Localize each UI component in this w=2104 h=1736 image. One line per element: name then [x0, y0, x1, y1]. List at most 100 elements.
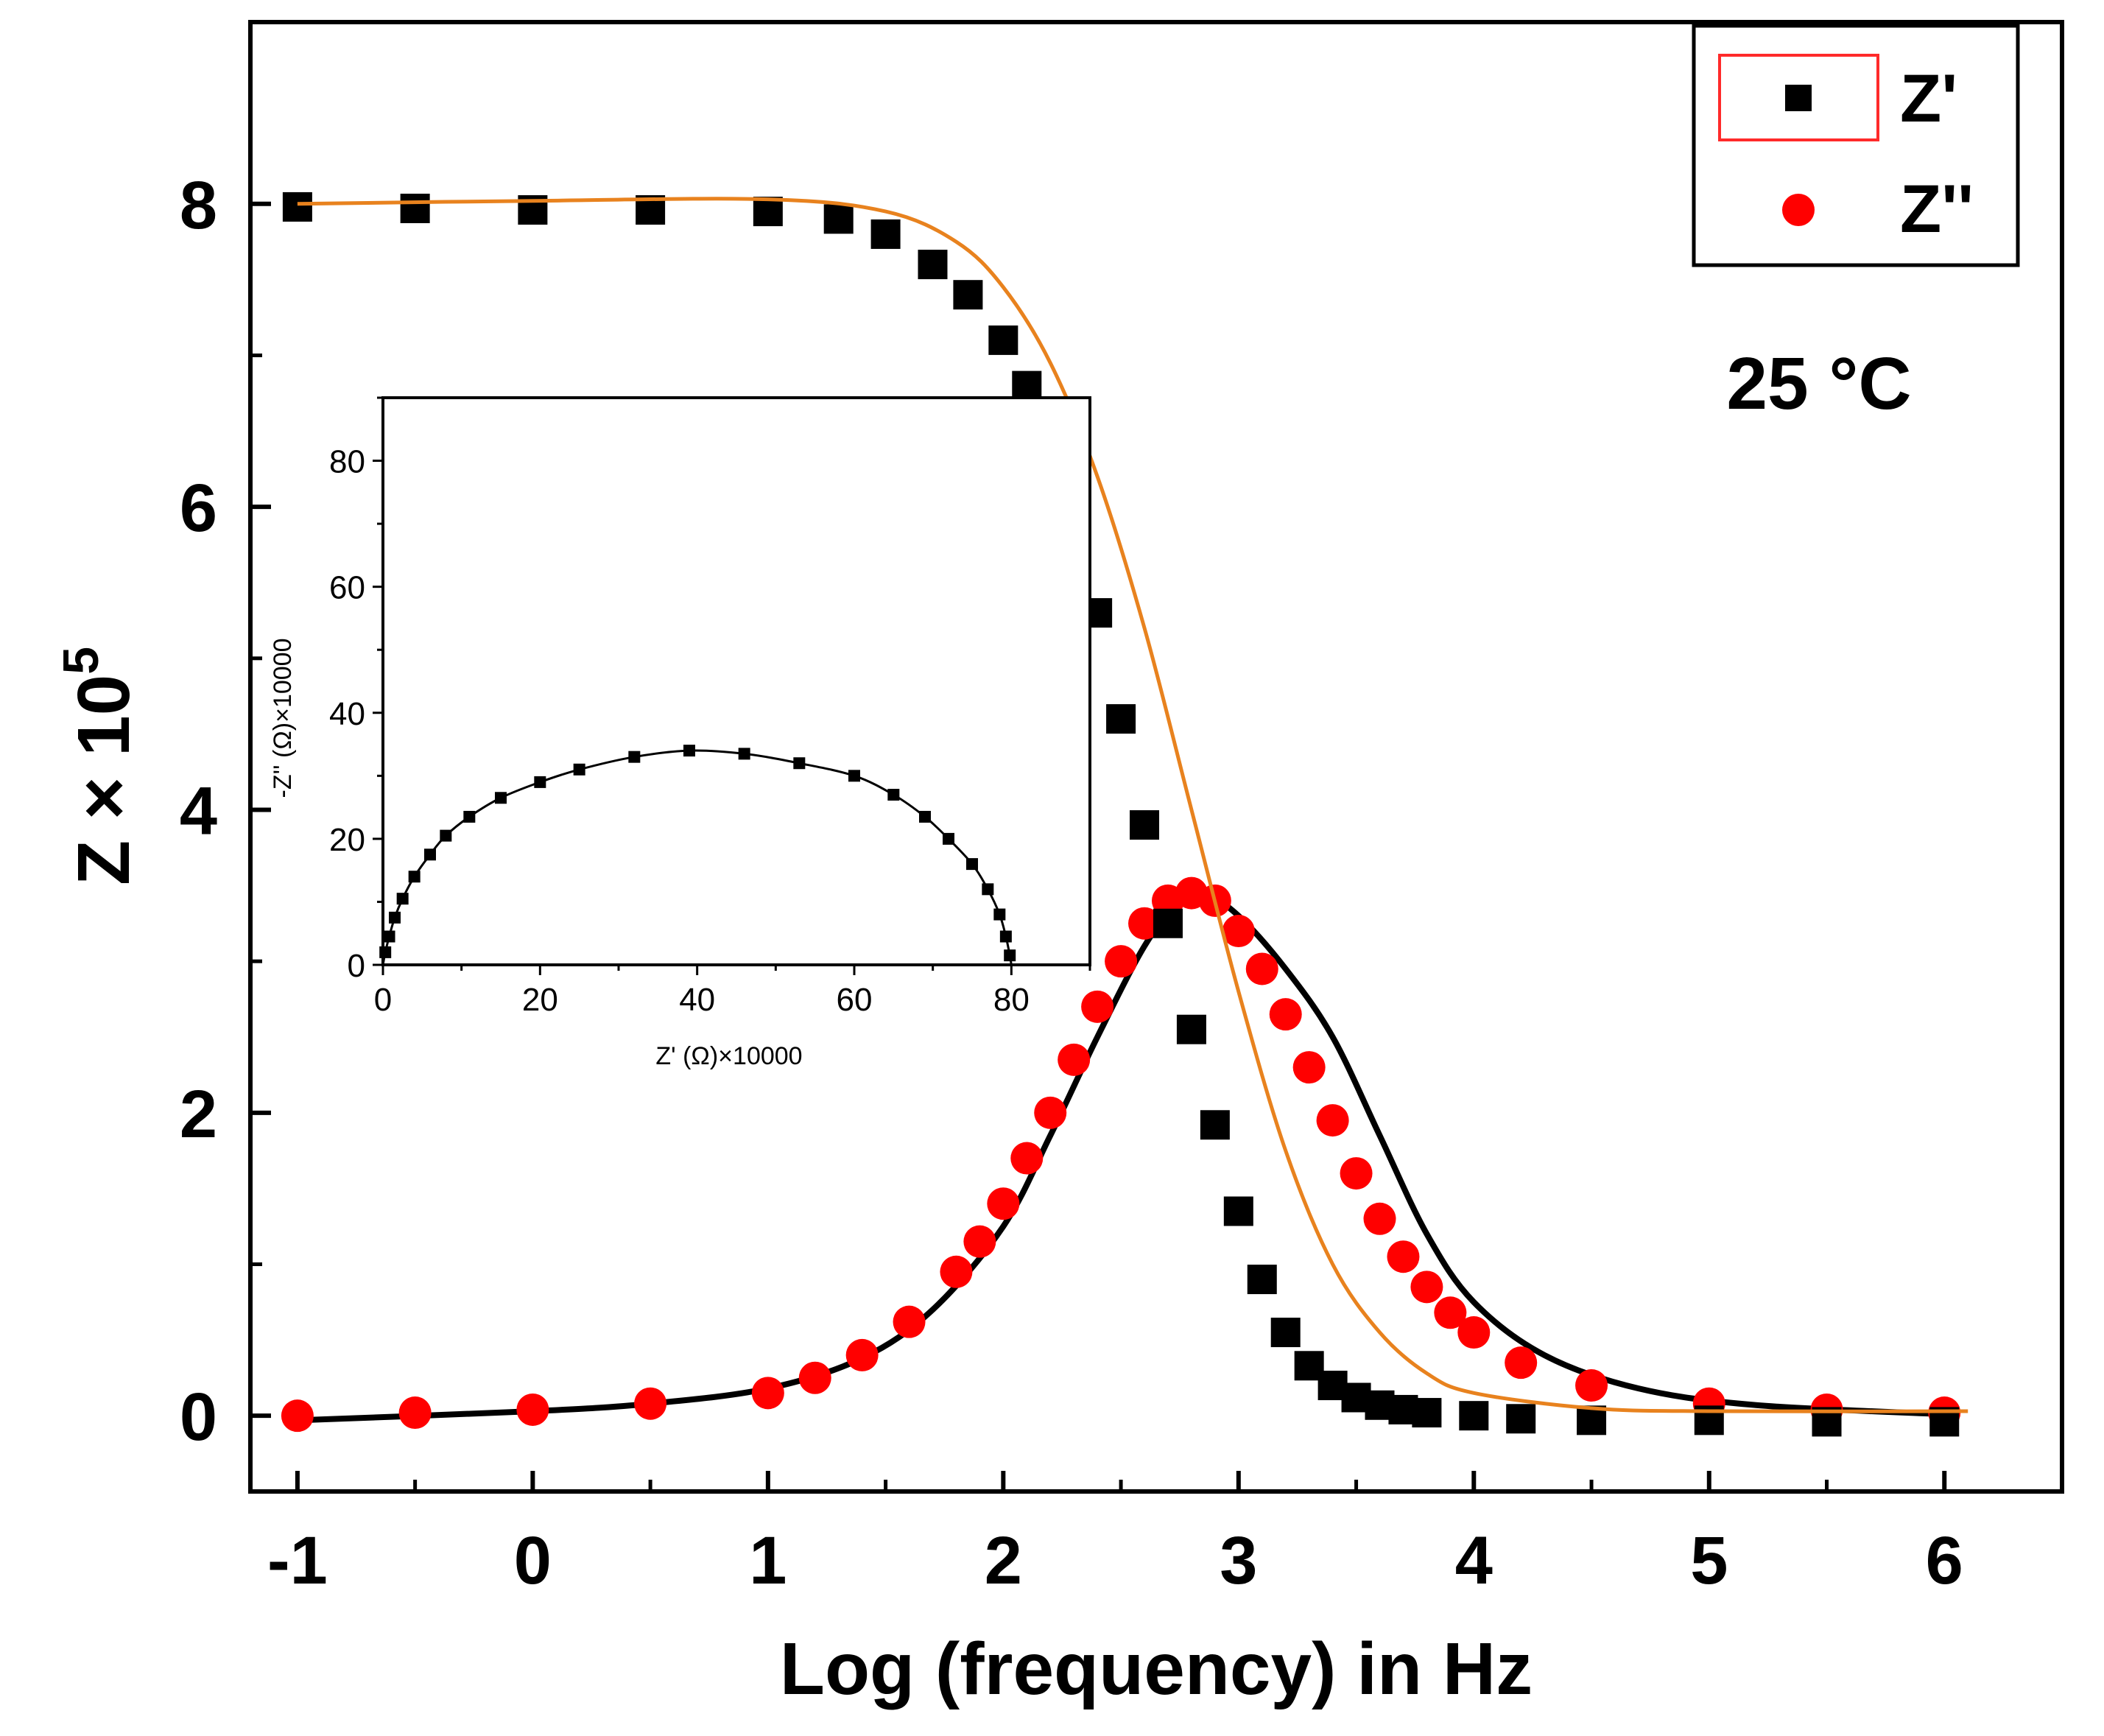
- main-plot: -1 0 1 2 3 4 5 6 0 2 4 6 8 Log (frequency) in Hz Z …: [53, 20, 2064, 1710]
- inset-nyquist-point: [966, 858, 978, 871]
- z-prime-point: [1106, 704, 1136, 734]
- z-double-prime-point: [1457, 1316, 1491, 1349]
- inset-nyquist-point: [943, 832, 954, 845]
- z-double-prime-point: [1292, 1051, 1326, 1084]
- inset-nyquist-point: [1004, 949, 1016, 962]
- x-tick-label: 5: [1690, 1523, 1728, 1598]
- legend-label-z-double-prime: Z'': [1900, 172, 1974, 247]
- y-tick-label: 2: [180, 1077, 217, 1152]
- legend-marker-z-double-prime: [1782, 194, 1815, 226]
- x-tick-label: 4: [1455, 1523, 1493, 1598]
- z-double-prime-point: [1105, 945, 1138, 978]
- y-tick-label: 4: [180, 773, 217, 848]
- main-axis-ticks: [250, 201, 1947, 1491]
- inset-x-axis-title: Z' (Ω)×10000: [655, 1042, 802, 1070]
- z-double-prime-point: [1363, 1202, 1396, 1235]
- inset-nyquist-point: [534, 776, 546, 788]
- z-double-prime-point: [845, 1338, 879, 1371]
- inset-nyquist-point: [982, 883, 994, 896]
- z-double-prime-point: [1387, 1240, 1420, 1273]
- inset-x-tick-label: 80: [993, 982, 1030, 1018]
- z-double-prime-point: [1222, 915, 1255, 948]
- z-prime-point: [1153, 908, 1183, 938]
- temperature-annotation: 25 °C: [1726, 342, 1911, 425]
- y-tick-label: 6: [180, 471, 217, 546]
- y-axis-title: Z × 105: [53, 647, 145, 885]
- z-prime-point: [1506, 1404, 1536, 1434]
- z-prime-point: [1247, 1265, 1277, 1295]
- z-double-prime-point: [798, 1361, 831, 1394]
- y-axis-title-exponent: 5: [53, 647, 109, 675]
- inset-nyquist-point: [993, 908, 1006, 921]
- x-tick-label: 0: [514, 1523, 552, 1598]
- x-tick-label: 6: [1926, 1523, 1963, 1598]
- z-prime-point: [1270, 1318, 1301, 1348]
- inset-nyquist-point: [389, 911, 401, 924]
- inset-nyquist-point: [379, 946, 392, 958]
- z-double-prime-point: [516, 1393, 549, 1426]
- inset-nyquist-point: [738, 748, 750, 760]
- z-double-prime-point: [893, 1305, 926, 1338]
- z-prime-point: [1176, 1014, 1206, 1044]
- z-prime-fit-overlay: [297, 197, 1968, 1413]
- x-tick-label: -1: [267, 1523, 328, 1598]
- inset-x-tick-label: 60: [837, 982, 873, 1018]
- z-double-prime-point: [1410, 1271, 1443, 1304]
- inset-nyquist-point: [424, 848, 436, 861]
- legend-frame: [1692, 24, 2020, 267]
- inset-background: [383, 398, 1090, 965]
- z-prime-point: [1200, 1110, 1230, 1140]
- inset-nyquist-point: [628, 751, 641, 763]
- inset-nyquist-point: [440, 829, 452, 842]
- inset-y-tick-label: 80: [329, 444, 365, 480]
- z-double-prime-point: [963, 1225, 996, 1258]
- z-prime-point: [1412, 1398, 1442, 1428]
- z-prime-point: [988, 325, 1018, 355]
- z-prime-point: [1223, 1196, 1253, 1226]
- inset-nyquist-point: [408, 871, 421, 883]
- z-double-prime-point: [634, 1387, 667, 1420]
- x-tick-label: 2: [985, 1523, 1022, 1598]
- z-double-prime-point: [1081, 990, 1114, 1023]
- z-double-prime-point: [1505, 1346, 1538, 1380]
- inset-y-tick-label: 40: [329, 696, 365, 732]
- inset-nyquist-point: [683, 745, 695, 757]
- z-prime-point: [953, 280, 983, 310]
- z-double-prime-point: [1269, 998, 1302, 1031]
- inset-nyquist-point: [887, 789, 900, 801]
- z-prime-point: [823, 204, 854, 234]
- z-double-prime-point: [751, 1377, 784, 1410]
- z-double-prime-point: [1010, 1142, 1044, 1175]
- inset-nyquist-plot: 0 20 40 60 80 0 20 40 60 80 Z' (Ω)×10000 -Z'' (Ω…: [269, 396, 1091, 1070]
- z-double-prime-point: [398, 1396, 432, 1430]
- z-double-prime-point: [1128, 907, 1161, 940]
- legend: Z' Z'': [1692, 24, 2020, 267]
- inset-y-axis-title: -Z'' (Ω)×10000: [269, 639, 297, 798]
- z-double-prime-points: [281, 876, 1961, 1433]
- legend-marker-z-prime: [1785, 85, 1812, 111]
- z-prime-point: [918, 250, 948, 280]
- inset-x-tick-label: 20: [522, 982, 558, 1018]
- main-plot-frame: [248, 20, 2064, 1494]
- z-prime-point: [1012, 370, 1042, 401]
- z-double-prime-point: [940, 1255, 973, 1288]
- y-tick-label: 0: [180, 1380, 217, 1455]
- inset-y-tick-labels: 0 20 40 60 80: [329, 444, 365, 984]
- z-double-prime-point: [281, 1399, 314, 1433]
- x-axis-title: Log (frequency) in Hz: [780, 1628, 1533, 1710]
- inset-x-tick-label: 0: [374, 982, 392, 1018]
- inset-nyquist-point: [919, 810, 931, 823]
- inset-nyquist-point: [999, 930, 1012, 943]
- z-prime-point: [1459, 1401, 1489, 1431]
- z-double-prime-point: [1245, 952, 1278, 985]
- inset-nyquist-point: [383, 930, 395, 943]
- y-tick-label: 8: [180, 168, 217, 243]
- z-double-prime-point: [987, 1187, 1020, 1220]
- y-axis-title-base: Z × 10: [63, 675, 145, 885]
- legend-swatch-box: [1718, 54, 1879, 141]
- x-tick-label: 3: [1220, 1523, 1257, 1598]
- inset-y-tick-label: 60: [329, 570, 365, 606]
- z-double-prime-point: [1434, 1296, 1467, 1329]
- z-double-prime-point: [1058, 1043, 1091, 1076]
